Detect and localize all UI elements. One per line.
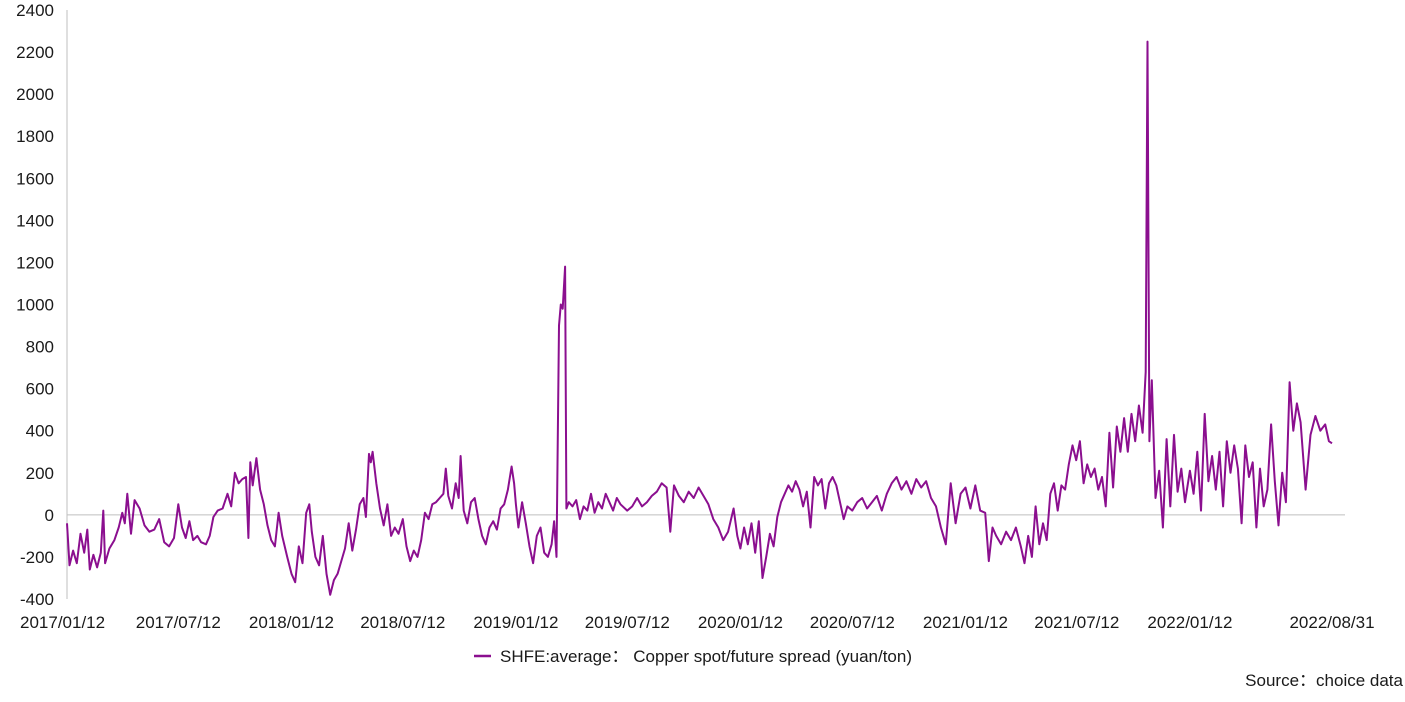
x-tick-label: 2018/07/12 (360, 613, 445, 632)
y-tick-label: 1600 (16, 169, 54, 188)
y-tick-label: 0 (45, 506, 54, 525)
y-tick-label: -400 (20, 590, 54, 609)
x-tick-label: 2021/01/12 (923, 613, 1008, 632)
y-tick-label: 1400 (16, 211, 54, 230)
y-tick-label: 2000 (16, 85, 54, 104)
y-tick-label: 600 (26, 380, 54, 399)
y-tick-label: 400 (26, 422, 54, 441)
y-tick-label: 1000 (16, 296, 54, 315)
source-note: Source：choice data (1245, 671, 1403, 690)
series-line-copper-spread (66, 40, 1333, 596)
x-tick-label: 2020/01/12 (698, 613, 783, 632)
y-tick-label: 1200 (16, 253, 54, 272)
x-tick-label: 2017/07/12 (136, 613, 221, 632)
x-tick-label: 2022/01/12 (1147, 613, 1232, 632)
legend: SHFE:average： Copper spot/future spread … (474, 647, 912, 666)
x-tick-label: 2018/01/12 (249, 613, 334, 632)
x-tick-labels: 2017/01/12 2017/07/12 2018/01/12 2018/07/12… (20, 613, 1375, 632)
y-tick-label: 200 (26, 464, 54, 483)
x-tick-label: 2022/08/31 (1289, 613, 1374, 632)
y-tick-labels: -400 -200 0 200 400 600 800 1000 1200 1400 1600 180… (16, 1, 54, 609)
y-tick-label: 2400 (16, 1, 54, 20)
series-group (66, 40, 1333, 596)
x-tick-label: 2019/07/12 (585, 613, 670, 632)
legend-label: SHFE:average： Copper spot/future spread … (500, 647, 912, 666)
y-axis: -400 -200 0 200 400 600 800 1000 1200 1400 1600 180… (16, 1, 68, 609)
y-tick-label: 1800 (16, 127, 54, 146)
x-tick-label: 2021/07/12 (1034, 613, 1119, 632)
y-tick-label: 2200 (16, 43, 54, 62)
x-tick-label: 2019/01/12 (473, 613, 558, 632)
x-tick-label: 2017/01/12 (20, 613, 105, 632)
y-tick-label: -200 (20, 548, 54, 567)
x-tick-label: 2020/07/12 (810, 613, 895, 632)
y-tick-label: 800 (26, 338, 54, 357)
